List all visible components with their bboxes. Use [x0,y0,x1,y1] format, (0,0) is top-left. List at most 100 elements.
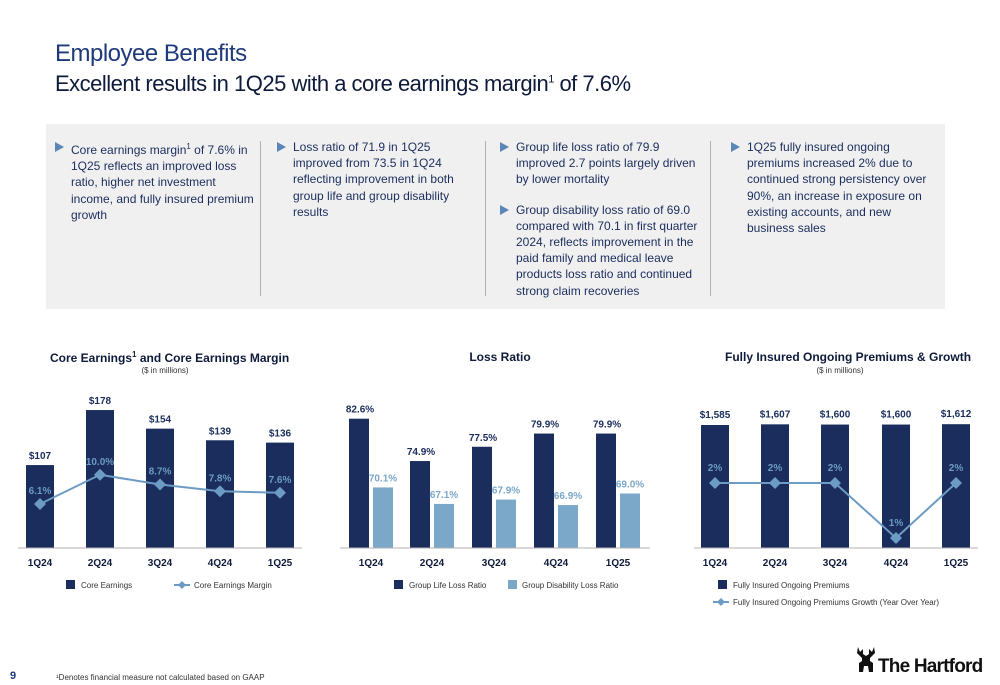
bar-value-label: $139 [209,426,232,437]
group-disability-bar [496,499,516,548]
group-life-bar [349,418,369,548]
page-title: Employee Benefits [55,40,247,67]
bar-value-label: $1,600 [881,410,912,421]
bullet: Group disability loss ratio of 69.0 comp… [500,202,700,299]
growth-value-label: 2% [708,463,723,474]
x-tick-label: 1Q25 [606,558,631,569]
growth-point [709,477,721,489]
x-tick-label: 1Q24 [703,558,728,569]
bar-value-label: 70.1% [369,473,397,484]
bar-value-label: 69.0% [616,480,644,491]
bullet-arrow-icon [55,142,64,152]
bar-value-label: 74.9% [407,447,435,458]
margin-point [94,468,106,481]
bar-value-label: $1,607 [760,409,791,420]
bullet-arrow-icon [500,142,509,152]
page-number: 9 [10,670,17,682]
page-subtitle: Excellent results in 1Q25 with a core ea… [55,71,631,96]
brand-logo: The Hartford [878,656,983,677]
bar-value-label: $1,612 [941,409,972,420]
bar-value-label: $154 [149,415,172,426]
group-life-bar [534,433,554,548]
legend-label: Group Life Loss Ratio [409,581,487,590]
bullet-arrow-icon [500,204,509,215]
bullet: Loss ratio of 71.9 in 1Q25 improved from… [277,139,477,220]
group-disability-bar [620,493,640,548]
x-tick-label: 1Q25 [944,558,969,569]
bullet-arrow-icon [731,142,740,152]
group-disability-bar [434,503,454,548]
legend-label: Fully Insured Ongoing Premiums [733,581,850,590]
growth-point [829,477,841,489]
growth-value-label: 2% [828,463,843,474]
highlight-column-1: Core earnings margin1 of 7.6% in 1Q25 re… [55,139,255,229]
bar-value-label: 66.9% [554,491,582,502]
margin-value-label: 8.7% [149,467,172,478]
legend-label: Core Earnings Margin [194,581,272,590]
highlights-panel [46,124,945,309]
bar-value-label: 67.1% [430,490,458,501]
margin-point [34,498,46,510]
group-life-bar [596,433,616,548]
margin-value-label: 7.6% [269,475,292,486]
group-disability-bar [558,505,578,548]
x-tick-label: 1Q24 [28,558,53,569]
divider [485,141,486,296]
bullet: Core earnings margin1 of 7.6% in 1Q25 re… [55,139,255,223]
growth-point [890,532,902,544]
growth-value-label: 2% [768,463,783,474]
bar-value-label: 77.5% [469,433,497,444]
highlight-column-3: Group life loss ratio of 79.9 improved 2… [500,139,700,305]
bar-value-label: $136 [269,429,292,440]
bar-value-label: 79.9% [593,420,621,431]
premium-bar [882,424,910,548]
x-tick-label: 3Q24 [482,558,507,569]
x-tick-label: 4Q24 [884,558,909,569]
chart-1-title: Core Earnings1 and Core Earnings Margin [50,350,290,365]
growth-point [769,477,781,489]
group-life-bar [410,461,430,548]
legend-group-disability-swatch [508,580,517,589]
growth-point [950,477,962,489]
bar-value-label: $107 [29,451,52,462]
legend-core-earnings-swatch [66,580,75,589]
bar-value-label: $1,585 [700,410,731,421]
stag-logo-icon [857,647,875,672]
x-tick-label: 2Q24 [88,558,113,569]
bullet: Group life loss ratio of 79.9 improved 2… [500,139,700,188]
margin-value-label: 6.1% [29,486,52,497]
legend-group-life-swatch [394,580,403,589]
bar-value-label: 82.6% [346,405,374,416]
x-tick-label: 4Q24 [208,558,233,569]
margin-point [214,485,226,498]
margin-value-label: 10.0% [86,457,114,468]
bar-value-label: $1,600 [820,410,851,421]
x-tick-label: 3Q24 [823,558,848,569]
legend-label: Group Disability Loss Ratio [522,581,619,590]
legend-premiums-swatch [718,580,727,589]
legend-diamond-icon [178,581,186,589]
legend-diamond-icon [717,598,725,606]
x-tick-label: 1Q25 [268,558,293,569]
divider [260,141,261,296]
chart-3-title: Fully Insured Ongoing Premiums & Growth [725,350,972,364]
highlight-column-2: Loss ratio of 71.9 in 1Q25 improved from… [277,139,477,226]
group-disability-bar [373,487,393,548]
divider [710,141,711,296]
bullet: 1Q25 fully insured ongoing premiums incr… [731,139,931,236]
x-tick-label: 3Q24 [148,558,173,569]
chart-1-subtitle: ($ in millions) [141,366,189,375]
footnote: ¹Denotes financial measure not calculate… [56,673,265,682]
margin-value-label: 7.8% [209,473,232,484]
x-tick-label: 2Q24 [420,558,445,569]
x-tick-label: 1Q24 [359,558,384,569]
growth-value-label: 2% [949,463,964,474]
bar-value-label: 67.9% [492,486,520,497]
margin-point [274,486,286,499]
x-tick-label: 2Q24 [763,558,788,569]
x-tick-label: 4Q24 [544,558,569,569]
chart-2-title: Loss Ratio [469,350,531,364]
group-life-bar [472,446,492,548]
bullet-arrow-icon [277,142,286,152]
